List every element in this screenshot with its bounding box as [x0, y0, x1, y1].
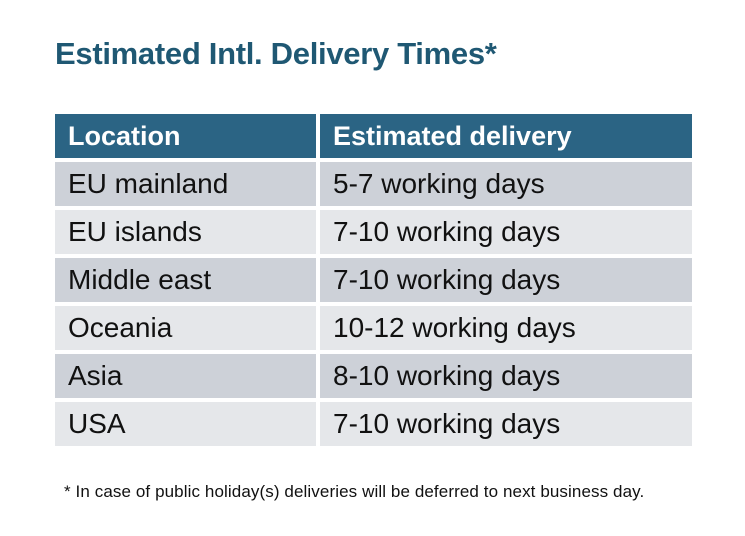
location-cell: USA	[55, 402, 316, 446]
delivery-cell: 8-10 working days	[320, 354, 692, 398]
table-row: EU mainland 5-7 working days	[55, 162, 692, 206]
location-cell: Middle east	[55, 258, 316, 302]
delivery-cell: 7-10 working days	[320, 258, 692, 302]
delivery-cell: 10-12 working days	[320, 306, 692, 350]
location-cell: EU mainland	[55, 162, 316, 206]
table-row: Asia 8-10 working days	[55, 354, 692, 398]
location-cell: Asia	[55, 354, 316, 398]
delivery-cell: 7-10 working days	[320, 402, 692, 446]
table-row: Oceania 10-12 working days	[55, 306, 692, 350]
column-header-location: Location	[55, 114, 316, 158]
delivery-times-table: Location Estimated delivery EU mainland …	[55, 114, 692, 446]
location-cell: EU islands	[55, 210, 316, 254]
delivery-cell: 5-7 working days	[320, 162, 692, 206]
delivery-cell: 7-10 working days	[320, 210, 692, 254]
page-title: Estimated Intl. Delivery Times*	[55, 36, 497, 71]
location-cell: Oceania	[55, 306, 316, 350]
footnote: * In case of public holiday(s) deliverie…	[64, 482, 645, 501]
table-row: EU islands 7-10 working days	[55, 210, 692, 254]
table-row: Middle east 7-10 working days	[55, 258, 692, 302]
column-header-estimated-delivery: Estimated delivery	[320, 114, 692, 158]
table-row: USA 7-10 working days	[55, 402, 692, 446]
table-header-row: Location Estimated delivery	[55, 114, 692, 158]
